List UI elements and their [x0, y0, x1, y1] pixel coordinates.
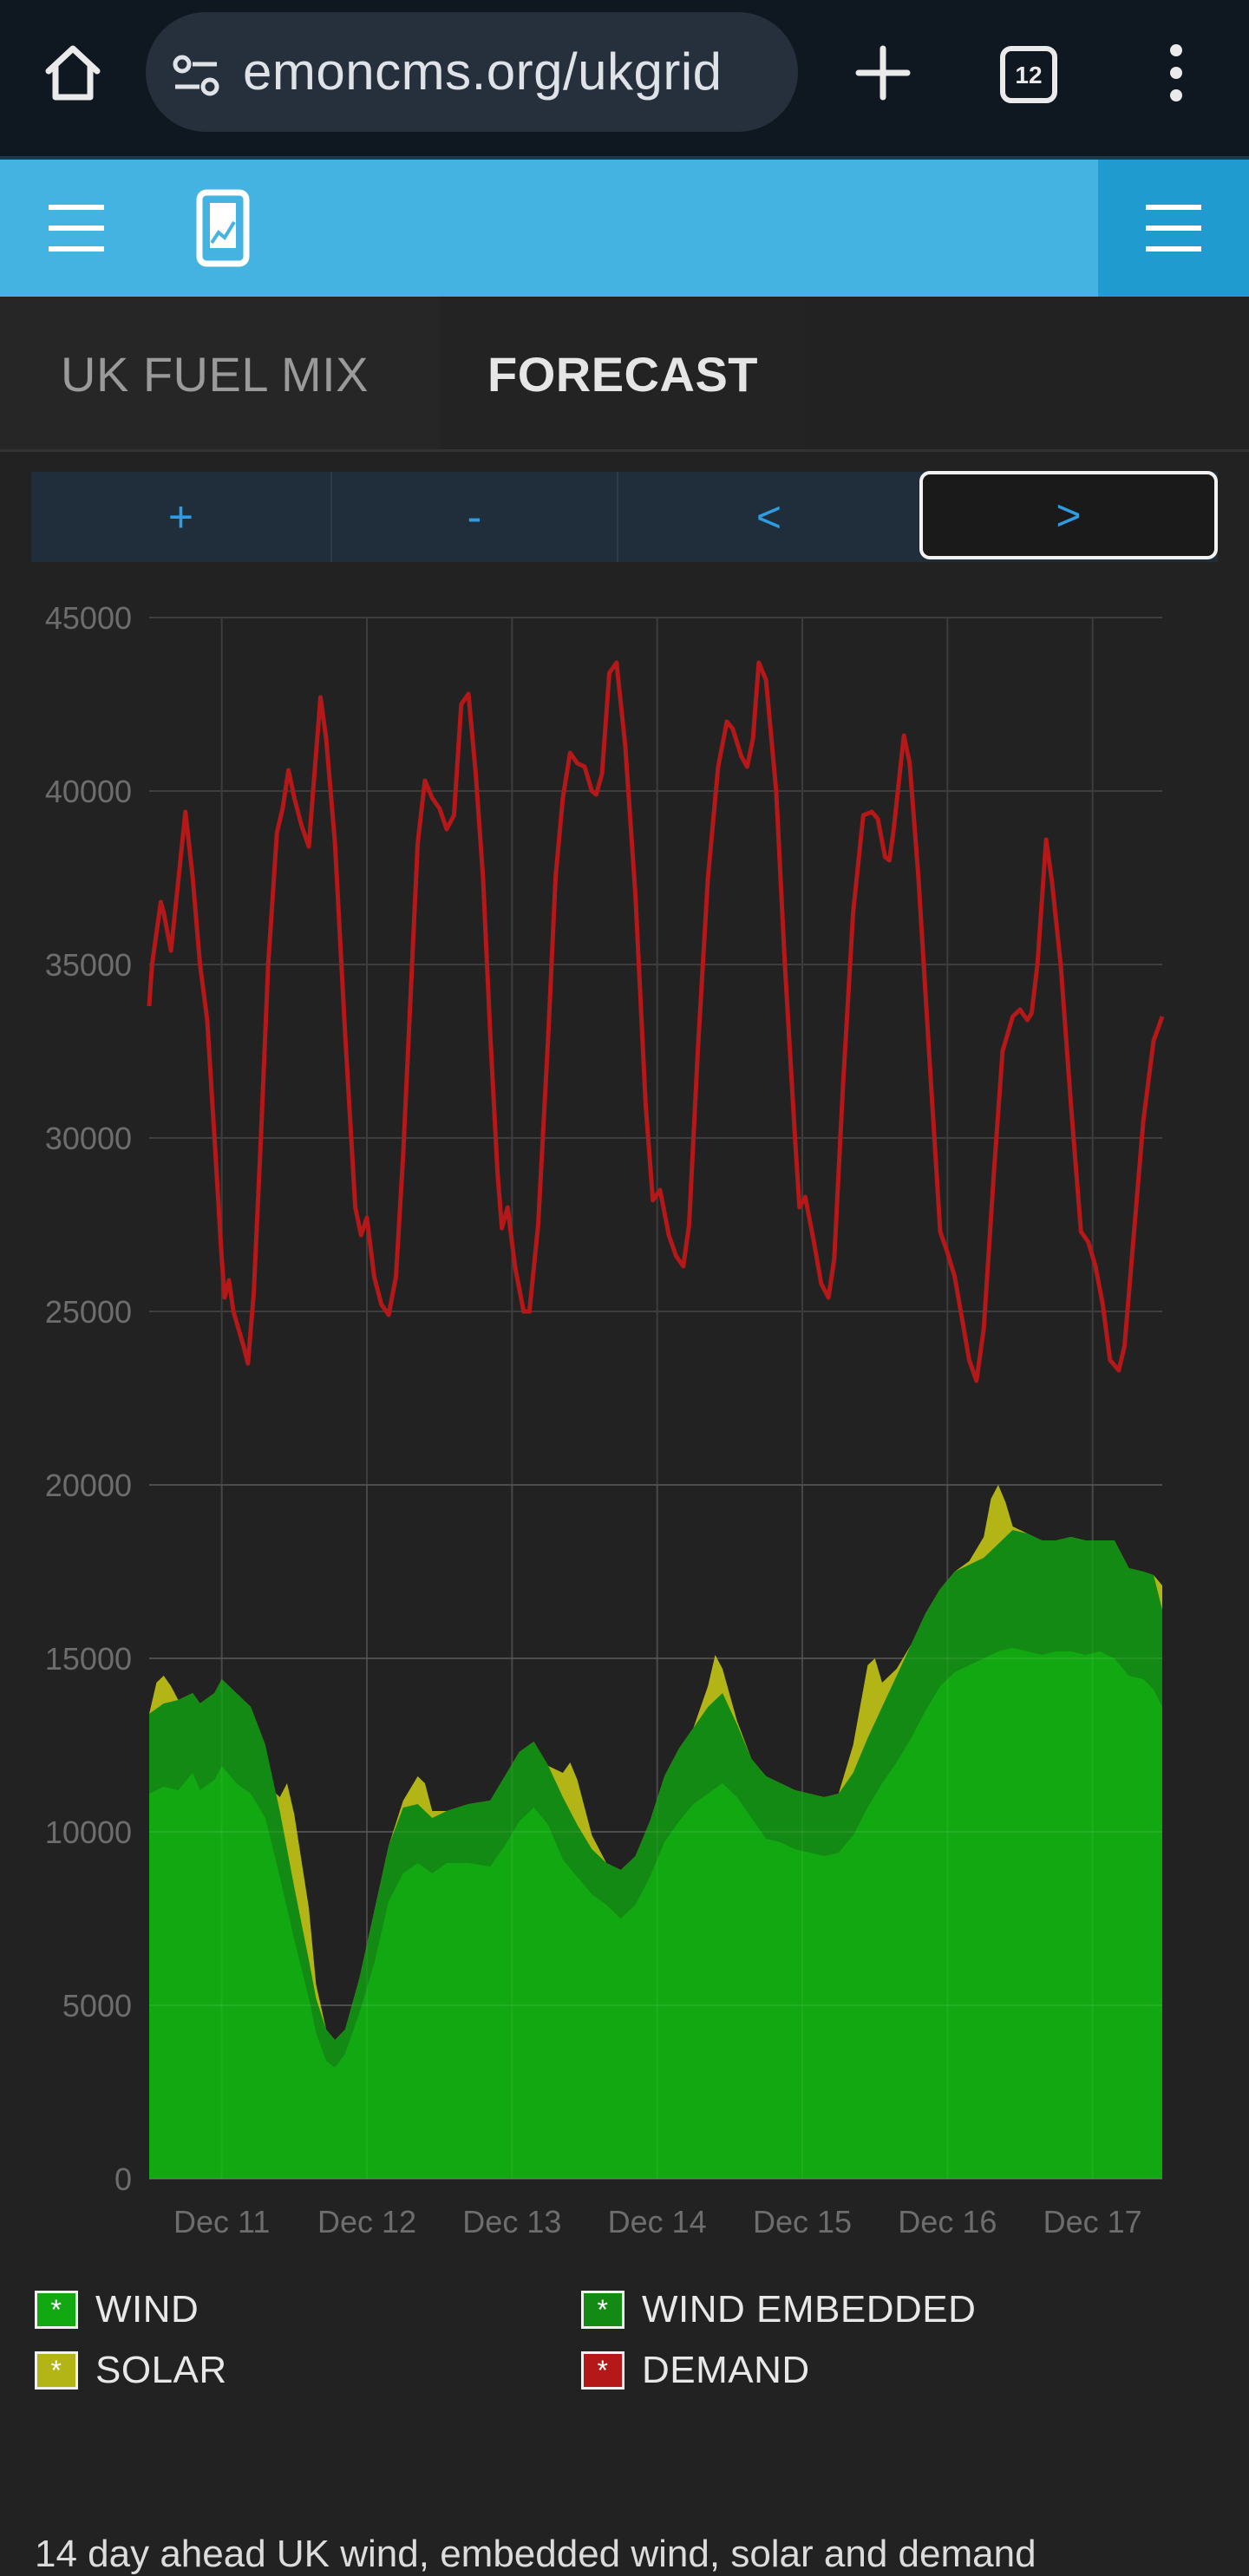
y-tick-label: 25000 — [45, 1294, 132, 1330]
main-menu-button[interactable] — [1098, 160, 1249, 297]
x-tick-label: Dec 16 — [898, 2204, 997, 2239]
home-icon[interactable] — [38, 38, 108, 108]
chart-nav-buttons: + - < > — [31, 471, 1218, 562]
chart-legend: * WIND * WIND EMBEDDED * SOLAR * DEMAND — [0, 2271, 1249, 2401]
legend-label: WIND EMBEDDED — [642, 2288, 977, 2331]
tab-forecast[interactable]: FORECAST — [441, 297, 805, 451]
x-tick-label: Dec 12 — [317, 2204, 416, 2239]
legend-label: WIND — [95, 2288, 199, 2331]
y-tick-label: 15000 — [45, 1641, 132, 1677]
pan-left-button[interactable]: < — [755, 493, 782, 541]
zoom-in-button[interactable]: + — [31, 472, 332, 562]
x-tick-label: Dec 11 — [173, 2204, 270, 2239]
y-tick-label: 5000 — [62, 1988, 132, 2024]
legend-swatch: * — [581, 2291, 624, 2329]
legend-item-wind[interactable]: * WIND — [35, 2288, 199, 2331]
hamburger-icon[interactable] — [49, 203, 104, 253]
tab-uk-fuel-mix[interactable]: UK FUEL MIX — [0, 297, 441, 451]
y-tick-label: 35000 — [45, 947, 132, 983]
hamburger-icon[interactable] — [1146, 203, 1201, 253]
forecast-chart[interactable]: 45000 40000 35000 30000 25000 20000 15000 10000… — [0, 572, 1249, 2255]
y-tick-label: 20000 — [45, 1468, 132, 1503]
browser-toolbar: emoncms.org/ukgrid 12 — [0, 0, 1249, 158]
more-icon[interactable] — [1157, 38, 1195, 108]
y-tick-label: 40000 — [45, 774, 132, 809]
legend-swatch: * — [35, 2291, 78, 2329]
y-tick-label: 30000 — [45, 1121, 132, 1156]
chart-description: 14 day ahead UK wind, embedded wind, sol… — [35, 2533, 1036, 2575]
legend-label: SOLAR — [95, 2349, 227, 2391]
x-tick-label: Dec 15 — [753, 2204, 852, 2239]
legend-swatch: * — [35, 2351, 78, 2390]
x-tick-label: Dec 17 — [1043, 2204, 1142, 2239]
app-header — [0, 160, 1249, 297]
x-tick-label: Dec 13 — [462, 2204, 561, 2239]
site-settings-icon[interactable] — [170, 50, 222, 102]
new-tab-icon[interactable] — [848, 38, 918, 108]
y-tick-label: 45000 — [45, 600, 132, 636]
legend-label: DEMAND — [642, 2349, 810, 2391]
zoom-out-button[interactable]: - — [332, 472, 618, 562]
legend-item-solar[interactable]: * SOLAR — [35, 2349, 227, 2392]
legend-item-wind-embedded[interactable]: * WIND EMBEDDED — [581, 2288, 976, 2331]
y-tick-label: 10000 — [45, 1814, 132, 1850]
tab-count: 12 — [1015, 62, 1042, 88]
legend-swatch: * — [581, 2351, 624, 2390]
y-tick-label: 0 — [114, 2161, 132, 2197]
address-bar[interactable]: emoncms.org/ukgrid — [146, 12, 798, 132]
divider — [0, 449, 1249, 452]
x-tick-label: Dec 14 — [608, 2204, 707, 2239]
url-text[interactable]: emoncms.org/ukgrid — [243, 42, 723, 101]
tab-switcher-icon[interactable]: 12 — [999, 45, 1058, 104]
divider — [0, 156, 1249, 160]
line-demand — [147, 660, 1165, 1383]
tab-bar: UK FUEL MIX FORECAST — [0, 297, 1249, 451]
legend-item-demand[interactable]: * DEMAND — [581, 2349, 810, 2392]
phone-chart-icon[interactable] — [196, 189, 250, 267]
pan-right-button[interactable]: > — [919, 471, 1218, 559]
area-wind — [149, 1648, 1162, 2179]
